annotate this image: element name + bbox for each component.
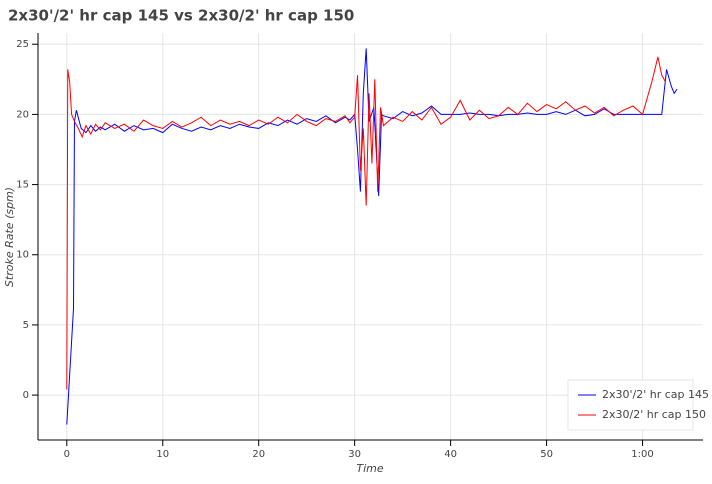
x-tick-label: 0 [64,449,70,460]
y-tick-label: 10 [16,250,29,261]
legend-label: 2x30/2' hr cap 150 [602,408,706,421]
legend-label: 2x30'/2' hr cap 145 [602,388,709,401]
y-axis-label: Stroke Rate (spm) [3,187,16,287]
x-tick-label: 20 [252,449,265,460]
x-tick-label: 40 [444,449,457,460]
series-line [66,56,667,390]
x-tick-label: 50 [540,449,553,460]
y-tick-label: 20 [16,109,29,120]
series-line [66,48,678,425]
chart-title: 2x30'/2' hr cap 145 vs 2x30/2' hr cap 15… [8,7,354,25]
y-tick-label: 0 [23,390,29,401]
y-tick-label: 15 [16,180,29,191]
x-tick-label: 1:00 [631,449,653,460]
legend-box [567,379,694,431]
x-tick-label: 30 [348,449,361,460]
x-axis-label: Time [356,462,383,475]
y-tick-label: 5 [23,320,29,331]
x-tick-label: 10 [156,449,169,460]
y-tick-label: 25 [16,39,29,50]
